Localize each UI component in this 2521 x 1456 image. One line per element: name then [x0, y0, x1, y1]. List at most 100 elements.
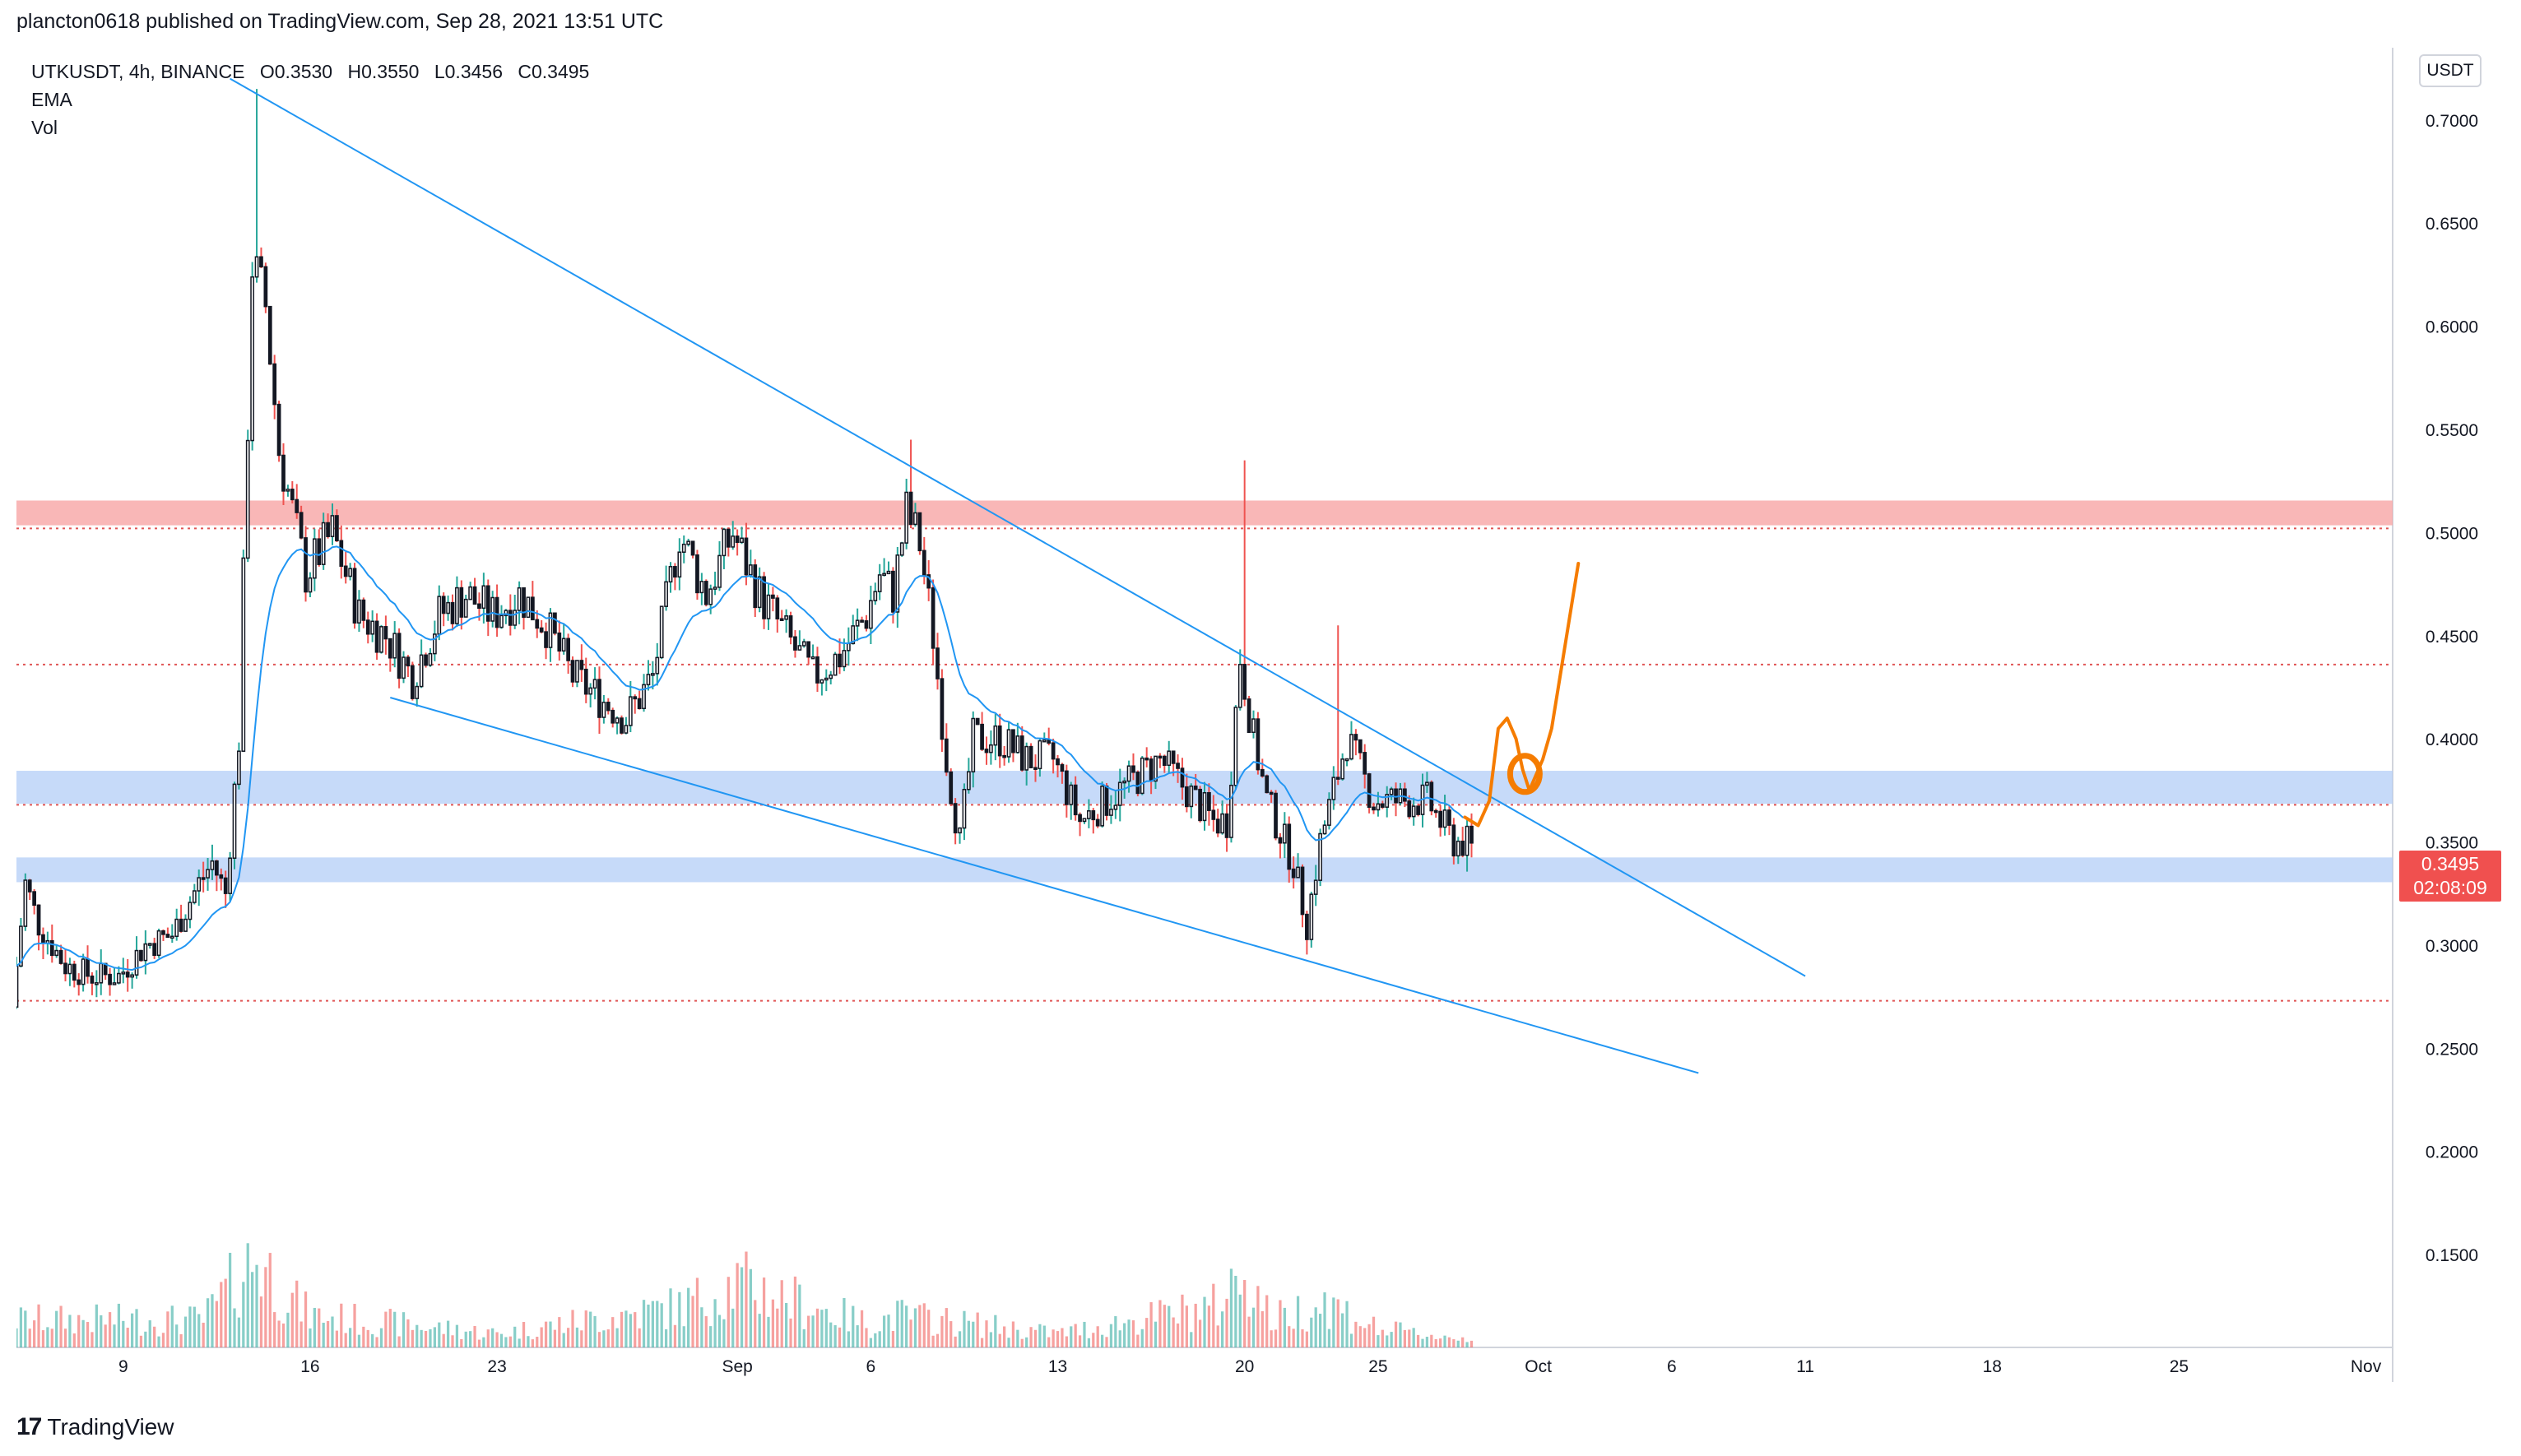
candle [1117, 768, 1122, 822]
candle-body [1358, 739, 1363, 754]
candle-body [517, 587, 522, 611]
candle [936, 633, 940, 690]
volume-bar [322, 1322, 325, 1347]
candle [1162, 754, 1167, 773]
candle-body [1193, 785, 1198, 791]
volume-bar [629, 1314, 632, 1347]
candle [397, 628, 402, 689]
volume-bar [1163, 1305, 1166, 1347]
price-tick-label: 0.7000 [2426, 112, 2478, 131]
volume-bar [1033, 1329, 1038, 1347]
volume-bar [438, 1322, 441, 1347]
volume-bar [50, 1328, 53, 1347]
candle [63, 948, 67, 981]
candle [245, 429, 250, 563]
volume-bar [1256, 1286, 1260, 1347]
volume-bar [1047, 1337, 1051, 1347]
ema-indicator-label[interactable]: EMA [31, 89, 72, 110]
volume-bar [882, 1315, 886, 1347]
candle [757, 567, 762, 613]
volume-bar [473, 1325, 476, 1347]
volume-bar [495, 1332, 499, 1347]
chart-area[interactable]: 0.7000 0.6500 0.6000 0.5500 0.5000 0.4500 0.40… [16, 48, 2478, 1397]
candle [1215, 809, 1220, 837]
candle [370, 610, 375, 642]
candle-body [321, 522, 326, 565]
candle [1104, 782, 1109, 821]
candle [165, 927, 170, 939]
candle-body [1087, 810, 1091, 819]
volume-bar [183, 1316, 188, 1347]
candle-body [374, 620, 379, 653]
candle [775, 595, 780, 633]
volume-bar [1168, 1305, 1171, 1347]
candle [913, 503, 917, 527]
candle [1260, 758, 1265, 778]
volume-bar [740, 1267, 744, 1347]
candle [1224, 804, 1229, 852]
volume-bar [540, 1327, 543, 1347]
candle-body [668, 566, 673, 583]
volume-bar [486, 1329, 490, 1347]
candle [1429, 780, 1434, 816]
volume-bar [1190, 1332, 1193, 1347]
last-price-tag: 0.3495 02:08:09 [2399, 851, 2501, 902]
volume-indicator-label[interactable]: Vol [31, 117, 58, 138]
candle-body [722, 528, 727, 557]
candle-body [245, 439, 250, 559]
candle-body [744, 537, 749, 576]
candle-body [762, 576, 766, 619]
candle [1229, 772, 1233, 843]
volume-bar [1247, 1316, 1251, 1347]
price-chart[interactable]: 0.7000 0.6500 0.6000 0.5500 0.5000 0.4500 0.40… [16, 48, 2521, 1397]
chart-legend: UTKUSDT, 4h, BINANCE O0.3530 H0.3550 L0.… [31, 58, 599, 141]
candle-body [544, 631, 548, 648]
candle [1349, 721, 1353, 761]
candle-body [1189, 785, 1194, 808]
candle [125, 958, 130, 992]
volume-bar [420, 1329, 423, 1347]
candle [1198, 786, 1202, 823]
candle [646, 660, 651, 691]
volume-bar [745, 1251, 748, 1347]
candle [263, 262, 268, 313]
price-tick-label: 0.3000 [2426, 937, 2478, 956]
volume-bar [963, 1310, 966, 1347]
candle [530, 581, 535, 621]
candle [161, 929, 165, 941]
volume-bar [286, 1312, 290, 1347]
candle-body [637, 698, 642, 710]
candle-body [406, 656, 411, 667]
volume-bar [887, 1315, 890, 1347]
volume-bar [754, 1300, 757, 1347]
volume-bar [553, 1329, 557, 1347]
candle-body [183, 918, 188, 932]
candle-body [1242, 664, 1247, 700]
candle [219, 868, 224, 891]
candle-body [99, 962, 104, 984]
symbol-label[interactable]: UTKUSDT, 4h, BINANCE [31, 61, 245, 82]
resistance-zone-0 [16, 500, 2393, 526]
candle-body [717, 554, 722, 588]
ema-line [16, 545, 1472, 971]
footer-brand[interactable]: 17 TradingView [16, 1413, 174, 1441]
volume-bar [135, 1309, 138, 1347]
candle-body [788, 615, 793, 638]
volume-bar [233, 1308, 236, 1347]
candle [1207, 783, 1211, 826]
volume-bar [958, 1331, 962, 1347]
candle-body [1073, 784, 1078, 816]
volume-bar [1270, 1330, 1273, 1347]
candle-body [1416, 805, 1420, 815]
candle [1202, 781, 1207, 831]
candle [1251, 710, 1256, 739]
volume-bar [1439, 1338, 1442, 1347]
candle-body [1282, 823, 1287, 844]
candle [633, 694, 638, 714]
volume-bar [268, 1253, 272, 1347]
candle [1269, 790, 1274, 803]
currency-button[interactable]: USDT [2419, 54, 2482, 87]
candle [210, 844, 215, 880]
volume-bar [717, 1315, 722, 1347]
volume-bar [571, 1310, 574, 1347]
